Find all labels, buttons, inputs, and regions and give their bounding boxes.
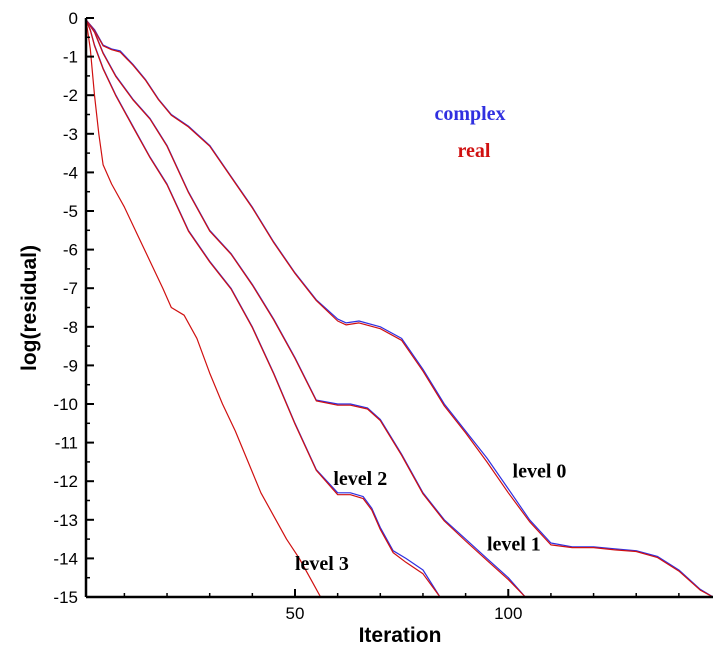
series-line-level-1-real (86, 19, 526, 597)
y-tick-label: -1 (63, 48, 78, 67)
y-tick-label: -15 (53, 588, 78, 607)
x-axis-title: Iteration (359, 624, 442, 647)
legend-entry-complex: complex (434, 103, 505, 125)
annotations: level 0 level 1 level 2 level 3 (295, 460, 566, 575)
y-tick-label: -6 (63, 241, 78, 260)
y-tick-label: -9 (63, 356, 78, 375)
y-tick-label: -11 (55, 434, 78, 453)
y-tick-label: -8 (63, 318, 78, 337)
series-line-level-2-real (86, 19, 441, 597)
tick-marks (86, 17, 680, 598)
legend: complex real (434, 103, 505, 162)
y-tick-label: -14 (53, 549, 78, 568)
y-axis-title: log(residual) (18, 245, 41, 371)
y-tick-label: -13 (53, 511, 78, 530)
y-tick-label: -4 (63, 163, 78, 182)
y-tick-label: -7 (63, 279, 78, 298)
series-line-level-3-real (86, 19, 322, 597)
annotation-level-0: level 0 (513, 460, 567, 482)
legend-entry-real: real (458, 140, 491, 162)
annotation-level-3: level 3 (295, 553, 349, 575)
x-tick-label: 100 (494, 604, 522, 623)
y-tick-label: -5 (63, 202, 78, 221)
tick-labels: 0 -1 -2 -3 -4 -5 -6 -7 -8 -9 -10 -11 -12 -13 -14 -15 50 1… (53, 9, 522, 623)
annotation-level-1: level 1 (487, 534, 541, 556)
x-tick-label: 50 (286, 604, 305, 623)
y-tick-label: -12 (53, 472, 78, 491)
series-line-level-0-complex (86, 19, 713, 597)
axes-layer (84, 18, 713, 599)
y-tick-label: -10 (53, 395, 78, 414)
y-tick-label: -2 (63, 86, 78, 105)
y-tick-label: -3 (63, 125, 78, 144)
y-tick-label: 0 (69, 9, 78, 28)
annotation-level-2: level 2 (333, 468, 387, 490)
series-layer (86, 19, 713, 597)
series-line-level-0-real (86, 19, 713, 597)
